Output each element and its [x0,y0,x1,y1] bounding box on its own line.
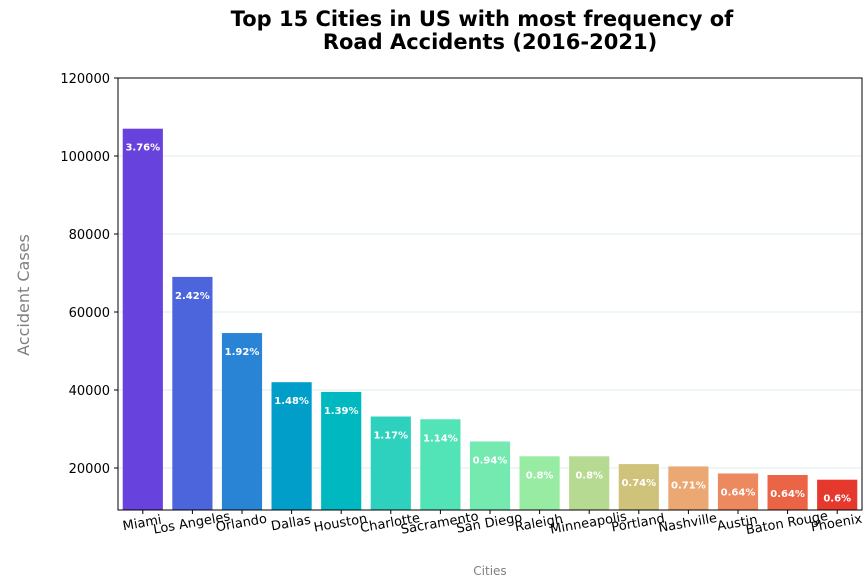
bar [569,456,610,510]
bar-percent-label: 1.14% [423,433,458,444]
y-tick-label: 60000 [69,306,110,321]
x-tick-label: Nashville [657,511,718,536]
bar-percent-label: 3.76% [125,143,160,154]
bar [370,416,411,510]
bar [618,464,659,510]
bar-percent-label: 1.92% [225,347,260,358]
chart-title-line2: Road Accidents (2016-2021) [323,30,657,54]
bar-percent-label: 0.64% [770,489,805,500]
x-tick-label: Miami [122,513,163,535]
bar [717,473,759,510]
bar-percent-label: 1.48% [274,396,309,407]
x-axis-label: Cities [473,564,506,578]
bar [519,456,560,510]
bar [420,419,461,510]
y-tick-label: 20000 [69,462,110,477]
bar-percent-label: 1.17% [373,431,408,442]
bar-percent-label: 1.39% [324,406,359,417]
x-tick-label: Dallas [270,513,312,535]
bar [668,466,709,510]
bar [817,479,858,510]
bar-percent-label: 0.74% [621,478,656,489]
bar-percent-label: 0.6% [823,494,851,505]
percent-labels: 3.76% 2.42% 1.92% 1.48% 1.39% 1.17% 1.14% 0.94%… [125,143,851,505]
bar-percent-label: 0.71% [671,480,706,491]
bar [122,128,163,510]
bar [469,441,511,510]
x-tick-label: Austin [716,513,759,535]
bar-percent-label: 2.42% [175,291,210,302]
y-tick-label: 80000 [69,228,110,243]
bar-percent-label: 0.64% [721,487,756,498]
chart-title-line1: Top 15 Cities in US with most frequency … [231,7,735,31]
bars [122,128,858,510]
bar [271,382,312,510]
bar [767,475,808,510]
y-tick-label: 40000 [69,384,110,399]
bar-percent-label: 0.8% [526,470,554,481]
y-axis-ticks: 20000 40000 60000 80000 100000 120000 [60,72,118,477]
y-axis-label: Accident Cases [14,234,33,356]
y-tick-label: 120000 [60,72,110,87]
bar [321,391,362,510]
y-tick-label: 100000 [60,150,110,165]
bar [221,333,263,510]
bar [172,276,213,510]
bar-percent-label: 0.94% [473,455,508,466]
bar-percent-label: 0.8% [575,470,603,481]
